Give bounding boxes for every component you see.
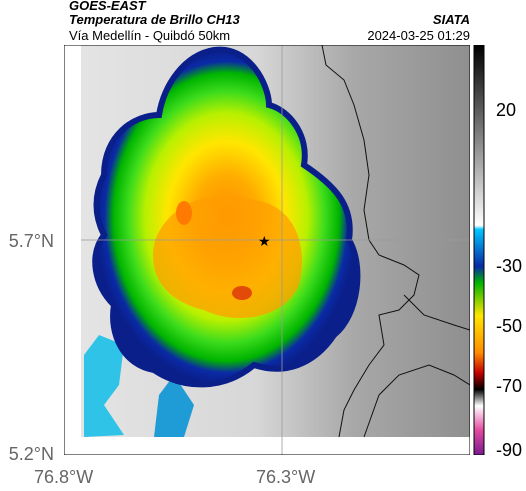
star-icon: ★ bbox=[258, 234, 271, 250]
sat-title: GOES-EAST bbox=[69, 0, 146, 13]
satellite-map: ★ bbox=[64, 45, 470, 455]
lon-label-1: 76.8°W bbox=[34, 467, 94, 487]
organization-label: SIATA bbox=[432, 12, 470, 27]
colorbar-tick: -90 bbox=[496, 440, 523, 460]
lat-label-2: 5.2°N bbox=[8, 444, 54, 464]
colorbar-tick: 20 bbox=[496, 100, 517, 120]
product-title: Temperatura de Brillo CH13 bbox=[69, 12, 240, 27]
colorbar-tick: -30 bbox=[496, 256, 523, 276]
colorbar-tick: -70 bbox=[496, 376, 523, 396]
temperature-colorbar bbox=[473, 45, 485, 455]
region-subtitle: Vía Medellín - Quibdó 50km bbox=[69, 28, 231, 43]
colorbar-tick: -50 bbox=[496, 316, 523, 336]
cloud-fringe bbox=[84, 335, 124, 437]
lat-label-1: 5.7°N bbox=[8, 231, 54, 251]
lon-label-2: 76.3°W bbox=[256, 467, 316, 487]
border-line bbox=[321, 45, 420, 438]
timestamp: 2024-03-25 01:29 bbox=[367, 28, 470, 43]
